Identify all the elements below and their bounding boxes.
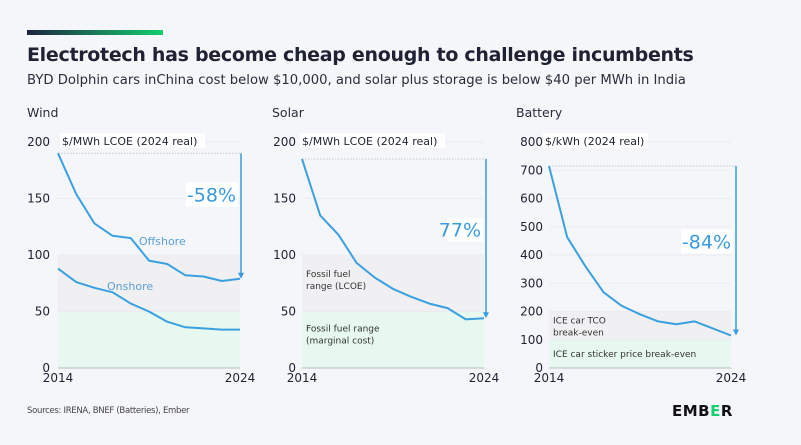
solar-y-tick-label: 150 bbox=[273, 192, 296, 206]
wind-unit-label-bg bbox=[60, 133, 205, 148]
solar-series-line-solar bbox=[301, 158, 485, 321]
battery-series-line-battery-pack bbox=[548, 165, 732, 337]
battery-y-tick-label: 0 bbox=[535, 361, 543, 375]
panel-title-solar: Solar bbox=[272, 105, 304, 120]
source-note: Sources: IRENA, BNEF (Batteries), Ember bbox=[27, 406, 190, 416]
battery-y-tick-label: 300 bbox=[520, 276, 543, 290]
solar-y-tick-label: 0 bbox=[288, 361, 296, 375]
ember-logo: EMBER bbox=[672, 402, 733, 420]
wind-band-lcoe bbox=[58, 255, 240, 312]
wind-series-line-onshore bbox=[57, 267, 240, 331]
logo-accent: E bbox=[710, 402, 721, 420]
solar-band-marginal bbox=[302, 311, 484, 368]
battery-y-tick-label: 100 bbox=[520, 333, 543, 347]
battery-y-tick-label: 600 bbox=[520, 192, 543, 206]
solar-change-label-bg bbox=[447, 217, 483, 242]
accent-bar bbox=[27, 30, 163, 35]
panel-title-wind: Wind bbox=[27, 105, 59, 120]
solar-band-label: Fossil fuel range bbox=[306, 325, 380, 335]
wind-change-label: -58% bbox=[187, 185, 236, 207]
battery-change-label-bg bbox=[681, 229, 733, 254]
logo-part: R bbox=[720, 402, 733, 420]
wind-y-tick-label: 200 bbox=[27, 135, 50, 149]
solar-band-label: (marginal cost) bbox=[306, 337, 374, 347]
battery-y-tick-label: 200 bbox=[520, 305, 543, 319]
wind-y-tick-label: 100 bbox=[27, 248, 50, 262]
wind-x-tick-label: 2024 bbox=[225, 371, 256, 385]
solar-y-tick-label: 200 bbox=[273, 135, 296, 149]
battery-x-tick-label: 2024 bbox=[716, 371, 747, 385]
wind-band-marginal bbox=[58, 311, 240, 368]
battery-y-tick-label: 500 bbox=[520, 220, 543, 234]
battery-unit-label-bg bbox=[543, 133, 648, 148]
battery-y-tick-label: 800 bbox=[520, 135, 543, 149]
panel-title-battery: Battery bbox=[516, 105, 563, 120]
wind-unit-label: $/MWh LCOE (2024 real) bbox=[62, 135, 197, 148]
wind-y-tick-label: 50 bbox=[35, 305, 50, 319]
solar-x-tick-label: 2024 bbox=[469, 371, 500, 385]
battery-band-label: ICE car sticker price break-even bbox=[553, 350, 696, 360]
solar-change-arrowhead bbox=[483, 312, 489, 319]
battery-change-arrowhead bbox=[733, 329, 739, 336]
chart-subtitle: BYD Dolphin cars inChina cost below $10,… bbox=[27, 73, 686, 88]
wind-label-offshore: Offshore bbox=[139, 235, 186, 248]
wind-y-tick-label: 150 bbox=[27, 192, 50, 206]
wind-label-onshore: Onshore bbox=[107, 280, 153, 293]
solar-band-label: Fossil fuel bbox=[306, 270, 351, 280]
wind-change-label-bg bbox=[186, 182, 238, 207]
battery-y-tick-label: 700 bbox=[520, 163, 543, 177]
solar-y-tick-label: 100 bbox=[273, 248, 296, 262]
wind-series-line-offshore bbox=[57, 152, 241, 282]
battery-unit-label: $/kWh (2024 real) bbox=[545, 135, 644, 148]
chart-title: Electrotech has become cheap enough to c… bbox=[27, 44, 694, 66]
battery-band-label: ICE car TCO bbox=[553, 317, 606, 327]
battery-band-label: break-even bbox=[553, 329, 604, 339]
wind-y-tick-label: 0 bbox=[42, 361, 50, 375]
solar-band-lcoe bbox=[302, 255, 484, 312]
battery-band-marginal bbox=[549, 339, 731, 368]
solar-x-tick-label: 2014 bbox=[287, 371, 318, 385]
battery-y-tick-label: 400 bbox=[520, 248, 543, 262]
solar-unit-label: $/MWh LCOE (2024 real) bbox=[302, 135, 437, 148]
solar-unit-label-bg bbox=[300, 133, 445, 148]
wind-change-arrowhead bbox=[238, 272, 244, 279]
solar-band-label: range (LCOE) bbox=[306, 282, 366, 292]
battery-x-tick-label: 2014 bbox=[534, 371, 565, 385]
battery-change-label: -84% bbox=[682, 232, 731, 254]
logo-part: EMB bbox=[672, 402, 711, 420]
solar-y-tick-label: 50 bbox=[281, 305, 296, 319]
battery-band-lcoe bbox=[549, 311, 731, 340]
wind-x-tick-label: 2014 bbox=[43, 371, 74, 385]
solar-change-label: 77% bbox=[439, 220, 481, 242]
